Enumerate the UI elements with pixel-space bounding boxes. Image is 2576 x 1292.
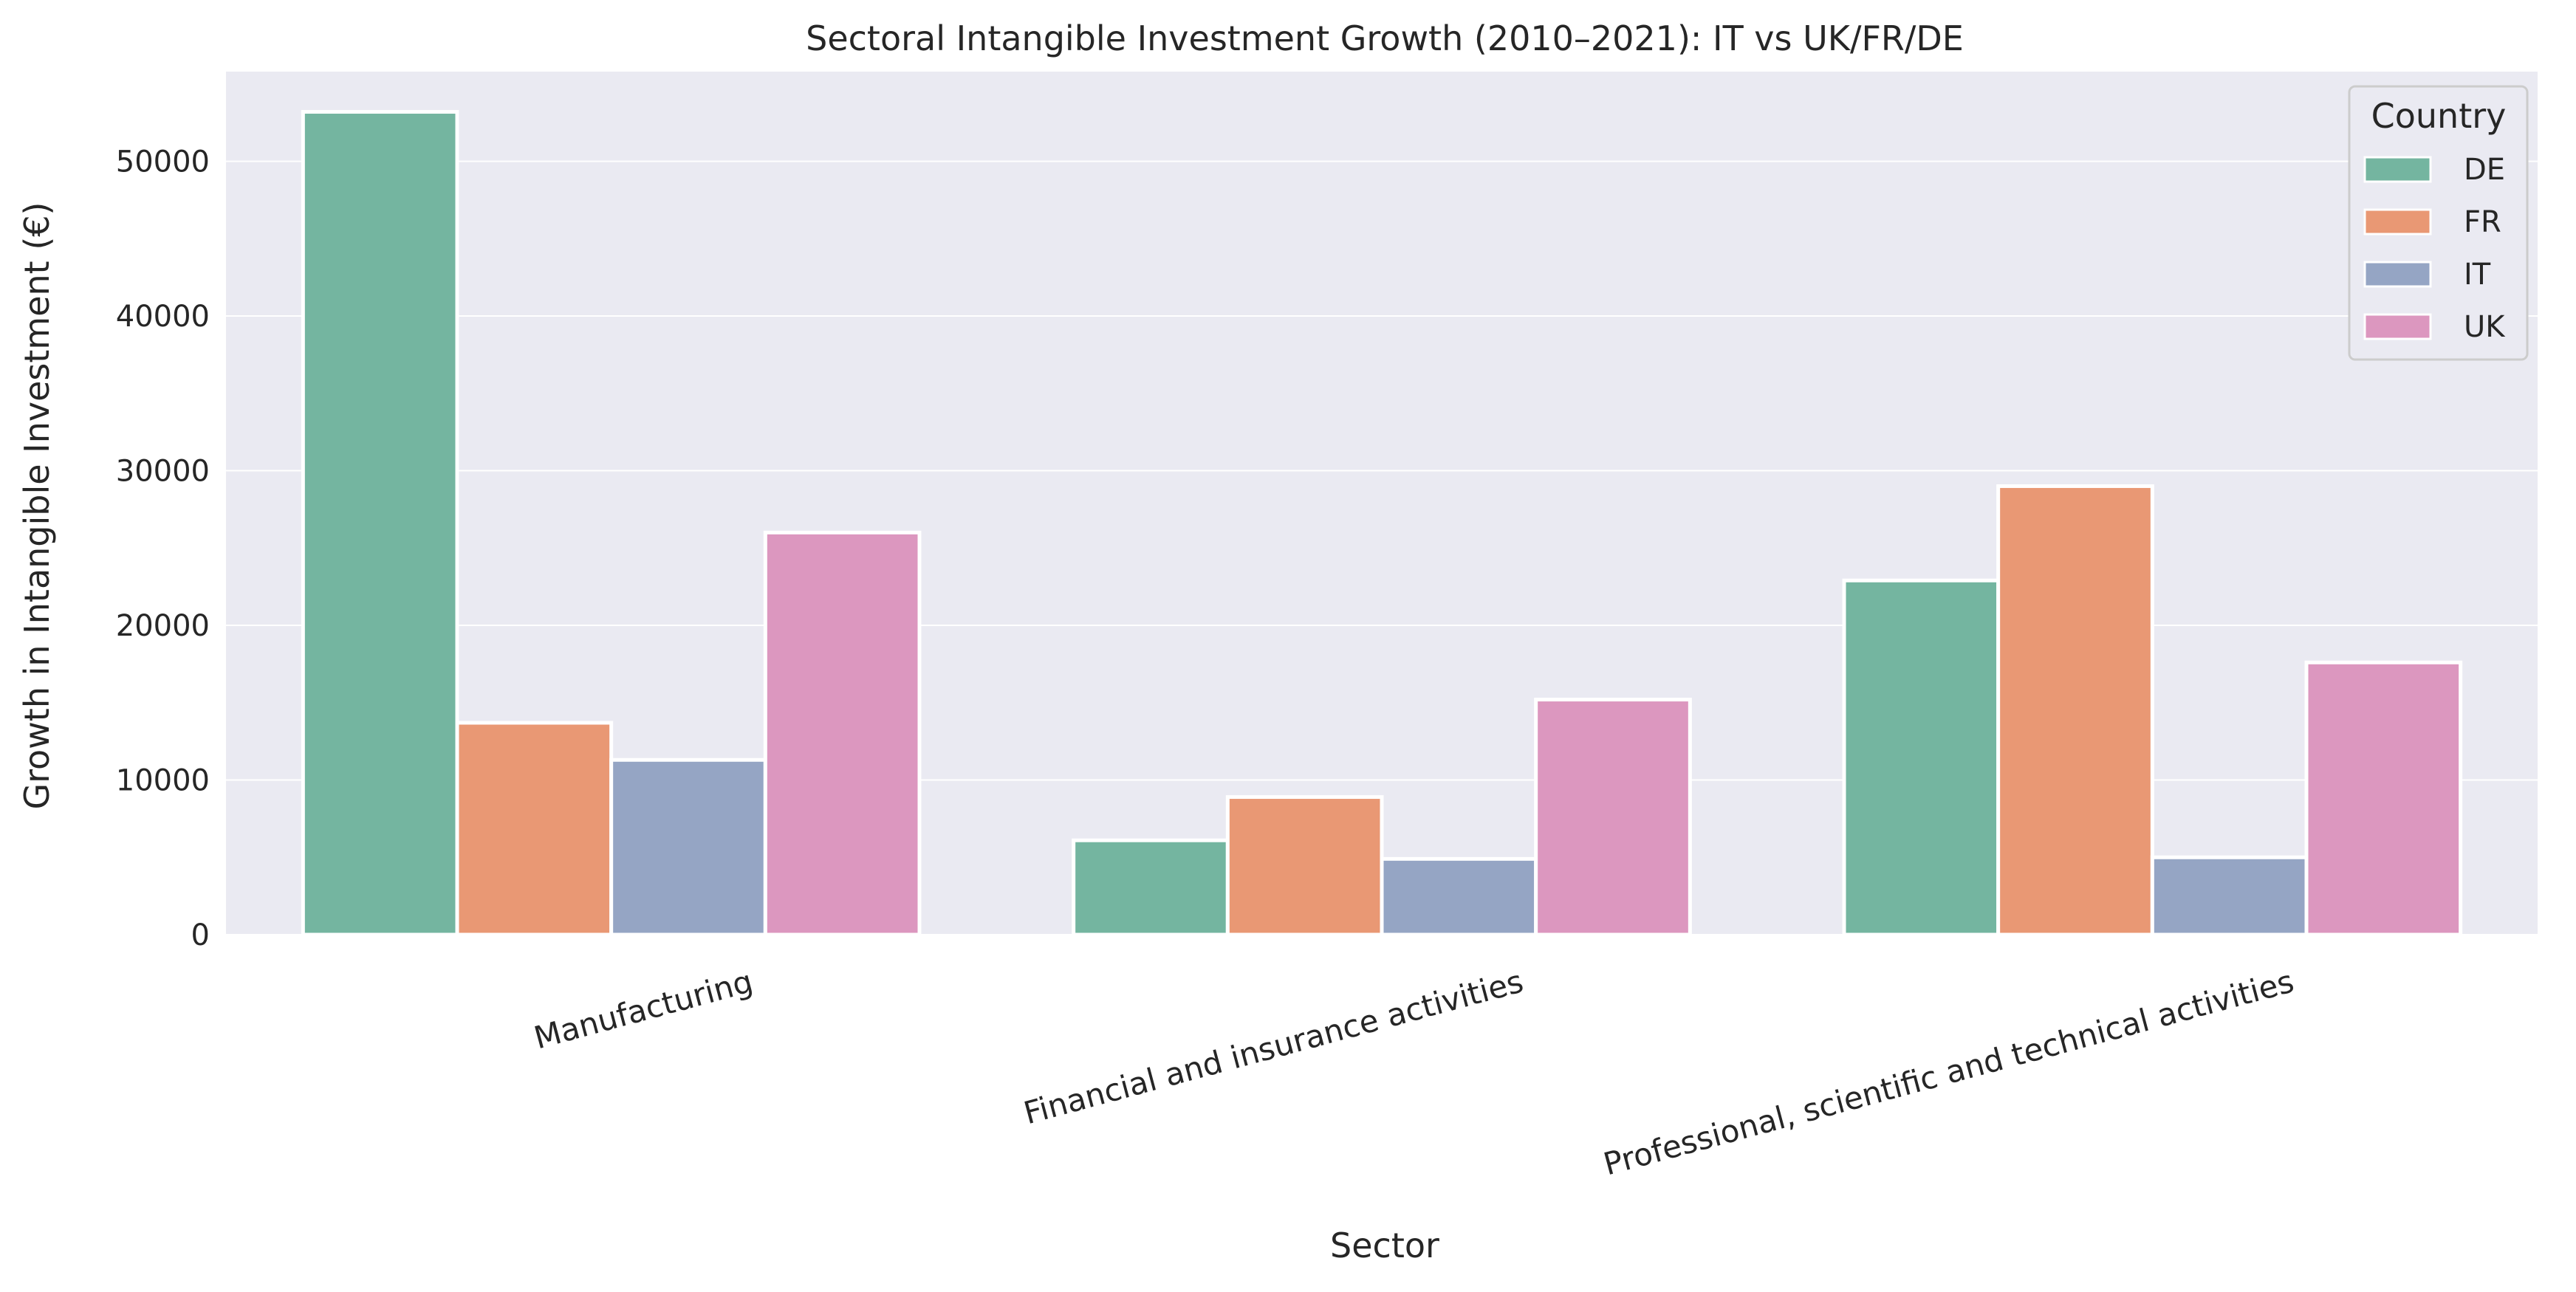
bars (301, 109, 2463, 937)
x-tick-label: Manufacturing (530, 963, 756, 1056)
legend-label-it: IT (2464, 258, 2491, 292)
bar-de-1 (1072, 838, 1230, 937)
y-tick-label: 50000 (116, 145, 210, 179)
y-axis-label: Growth in Intangible Investment (€) (17, 202, 57, 810)
y-tick-label: 10000 (116, 764, 210, 798)
legend-label-de: DE (2464, 153, 2505, 187)
legend-box (2348, 85, 2529, 361)
bar-fr-1 (1225, 795, 1384, 937)
bar-uk-0 (763, 530, 922, 937)
legend-swatch-de (2363, 156, 2432, 183)
legend-items: DE FR IT UK (2363, 153, 2506, 344)
y-axis-ticks: 0 10000 20000 30000 40000 50000 (116, 145, 210, 952)
bar-uk-1 (1534, 698, 1692, 937)
bar-it-1 (1380, 856, 1538, 937)
y-tick-label: 40000 (116, 300, 210, 334)
legend-title: Country (2371, 96, 2507, 136)
bar-fr-0 (455, 721, 614, 937)
bar-uk-2 (2304, 660, 2463, 937)
x-tick-label: Professional, scientific and technical a… (1600, 963, 2298, 1182)
bar-de-0 (301, 109, 459, 937)
legend-label-uk: UK (2464, 310, 2506, 344)
legend-swatch-uk (2363, 313, 2432, 340)
bar-it-2 (2150, 855, 2309, 937)
bar-fr-2 (1996, 484, 2154, 937)
legend-swatch-fr (2363, 208, 2432, 236)
y-tick-label: 20000 (116, 609, 210, 643)
x-axis-ticks: Manufacturing Financial and insurance act… (530, 963, 2298, 1182)
x-axis-label: Sector (1330, 1226, 1439, 1265)
legend-swatch-it (2363, 261, 2432, 288)
legend: Country DE FR IT UK (2348, 85, 2529, 361)
bar-de-2 (1842, 578, 2001, 937)
y-tick-label: 0 (191, 918, 210, 952)
bar-it-0 (609, 757, 767, 937)
chart-title: Sectoral Intangible Investment Growth (2… (806, 18, 1964, 58)
legend-label-fr: FR (2464, 205, 2501, 239)
y-tick-label: 30000 (116, 455, 210, 489)
x-tick-label: Financial and insurance activities (1020, 963, 1527, 1131)
